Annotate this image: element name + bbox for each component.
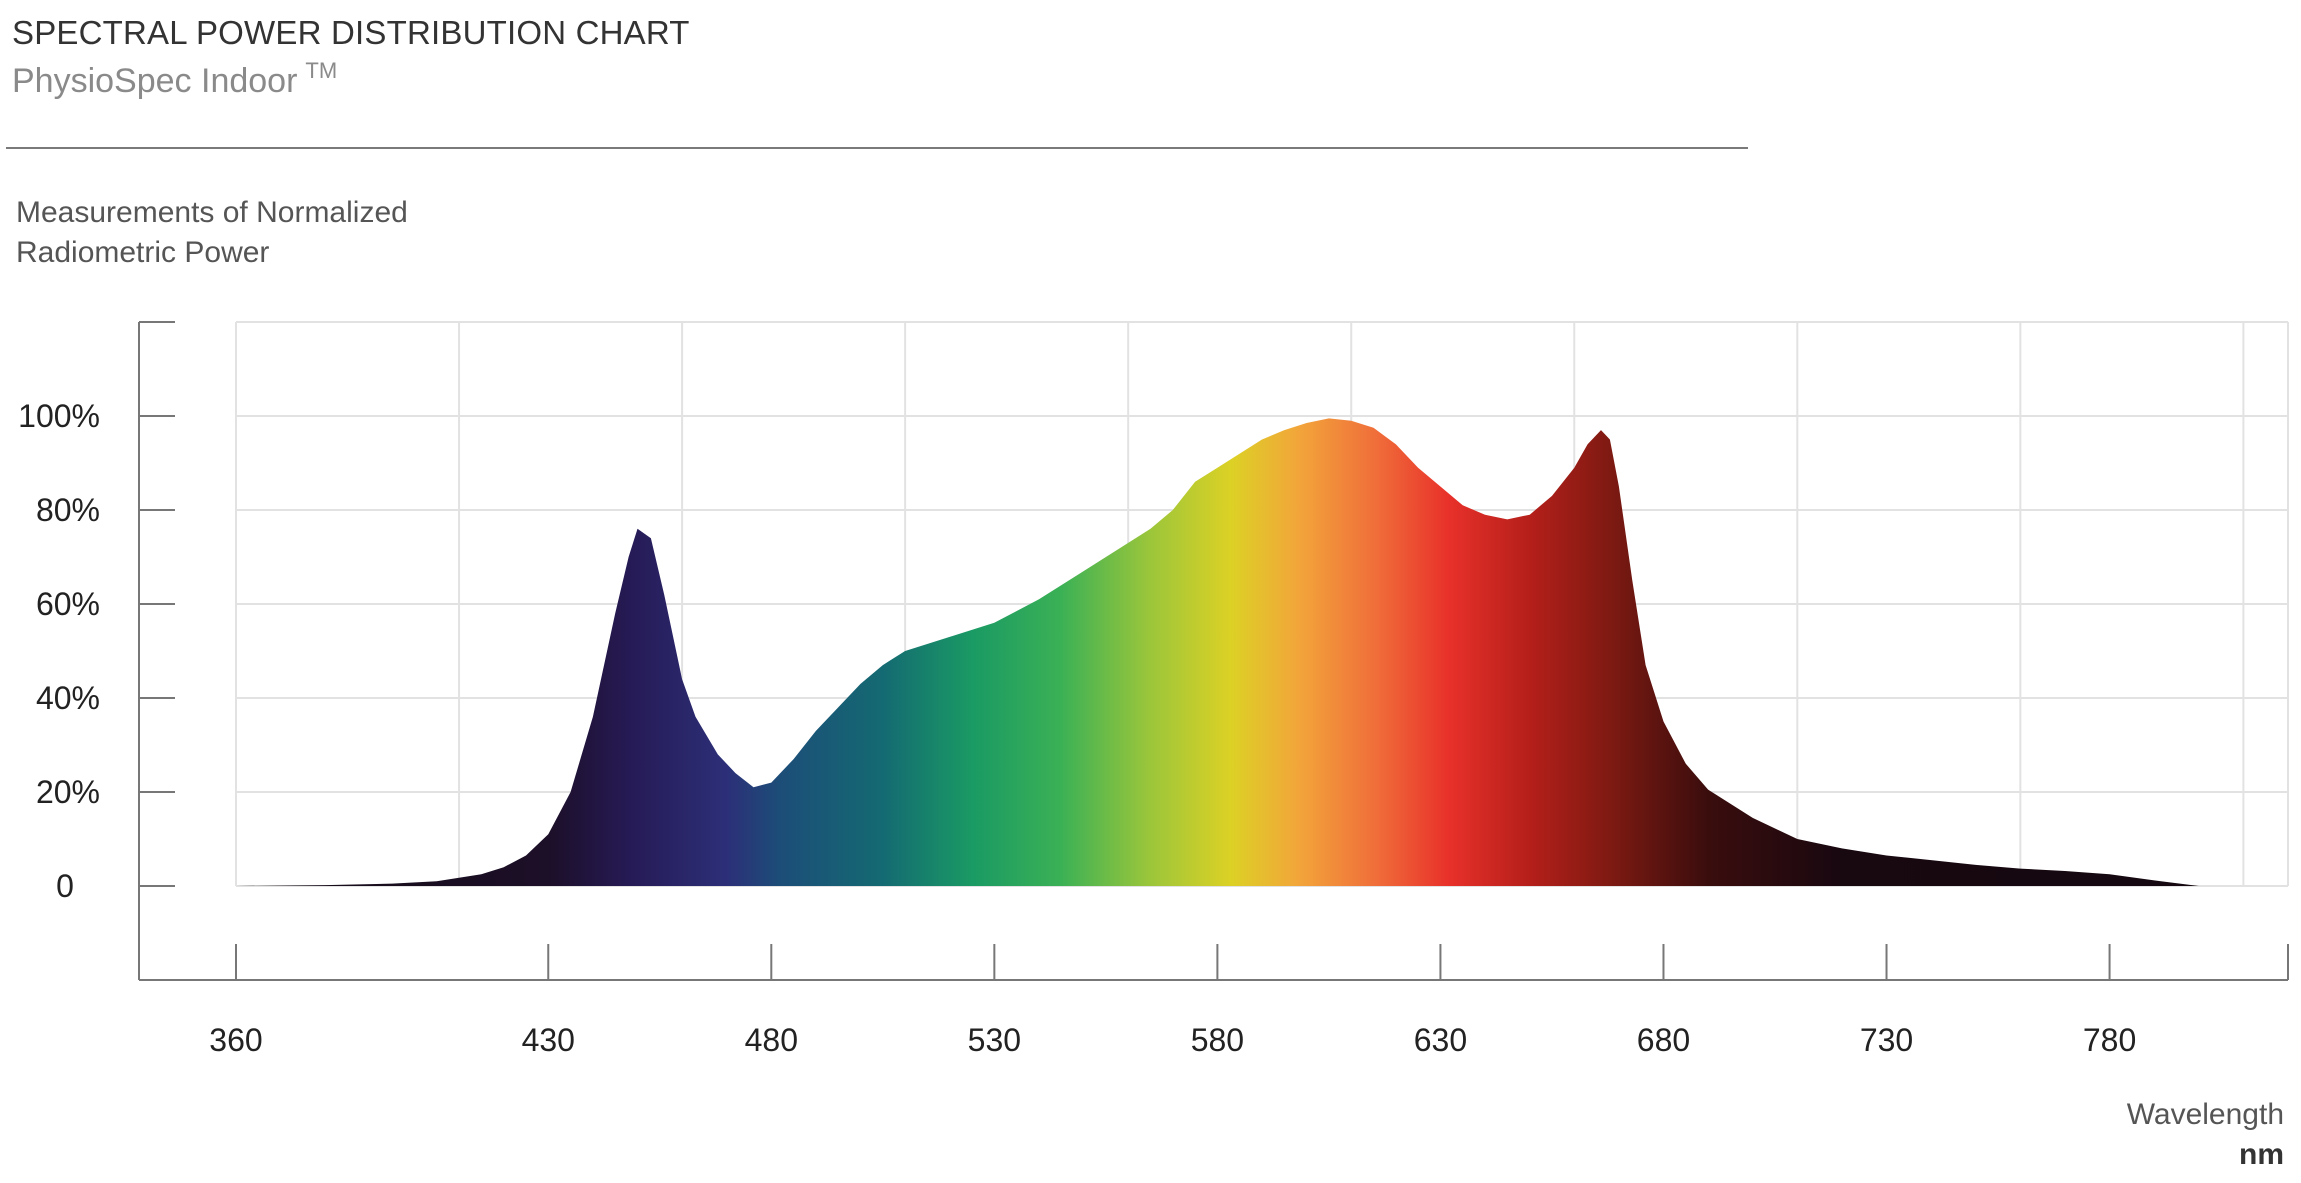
x-tick-label: 530 bbox=[968, 1022, 1021, 1058]
chart-title: SPECTRAL POWER DISTRIBUTION CHART bbox=[12, 14, 690, 51]
x-tick-label: 680 bbox=[1637, 1022, 1690, 1058]
y-tick-label: 80% bbox=[36, 492, 100, 528]
y-tick-label: 20% bbox=[36, 774, 100, 810]
x-tick-label: 480 bbox=[745, 1022, 798, 1058]
x-tick-label: 580 bbox=[1191, 1022, 1244, 1058]
x-tick-label: 430 bbox=[522, 1022, 575, 1058]
x-tick-label: 730 bbox=[1860, 1022, 1913, 1058]
x-tick-labels: 360 430 480 530 580 630 680 730 780 bbox=[209, 1022, 2136, 1058]
y-axis-label: Measurements of Normalized Radiometric P… bbox=[16, 193, 408, 273]
x-axis-unit: nm bbox=[2239, 1138, 2284, 1171]
x-axis-label: Wavelength nm bbox=[2127, 1095, 2284, 1175]
trademark-symbol: TM bbox=[305, 58, 338, 83]
axes bbox=[138, 321, 2289, 981]
x-tick-label: 360 bbox=[209, 1022, 262, 1058]
y-tick-label: 40% bbox=[36, 680, 100, 716]
x-tick-label: 630 bbox=[1414, 1022, 1467, 1058]
chart-subtitle: PhysioSpec Indoor TM bbox=[12, 58, 337, 101]
y-axis-label-line2: Radiometric Power bbox=[16, 236, 270, 269]
y-axis-label-line1: Measurements of Normalized bbox=[16, 196, 408, 229]
header-divider bbox=[6, 147, 1748, 149]
y-tick-label: 0 bbox=[56, 868, 74, 904]
y-tick-label: 60% bbox=[36, 586, 100, 622]
spectrum-area bbox=[236, 418, 2199, 886]
y-tick-label: 100% bbox=[18, 398, 100, 434]
y-tick-labels: 0 20% 40% 60% 80% 100% bbox=[18, 398, 100, 904]
x-axis-label-text: Wavelength bbox=[2126, 1098, 2284, 1131]
product-name: PhysioSpec Indoor bbox=[12, 62, 298, 100]
x-tick-label: 780 bbox=[2083, 1022, 2136, 1058]
spectrum-area-layer bbox=[236, 418, 2199, 886]
